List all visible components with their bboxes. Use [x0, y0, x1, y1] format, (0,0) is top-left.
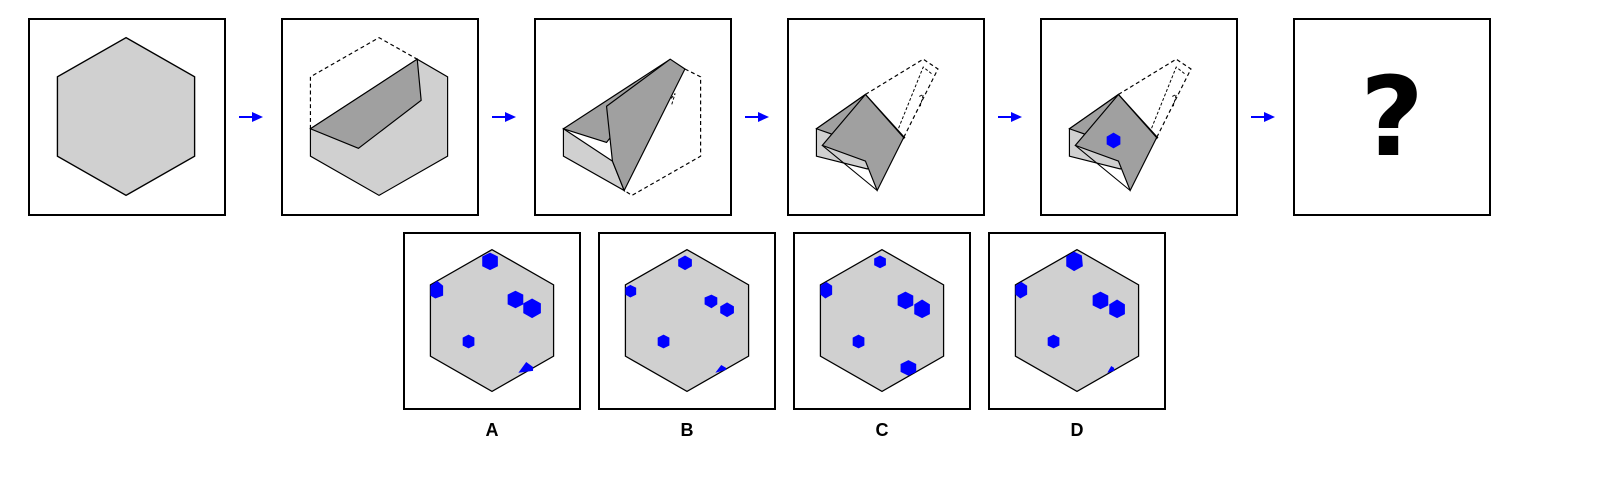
hexagon-hole-icon	[657, 334, 670, 349]
hexagon-hole-icon	[1066, 251, 1083, 272]
hexagon-hole-icon	[523, 298, 541, 319]
step-5-panel	[1040, 18, 1238, 216]
step-2-panel	[281, 18, 479, 216]
option-c-figure	[819, 248, 945, 393]
hexagon-hole-icon	[897, 291, 914, 310]
hexagon-paper	[429, 248, 555, 393]
option-a-figure	[429, 248, 555, 393]
hexagon-hole-icon	[720, 302, 734, 318]
hexagon-hole-icon	[914, 299, 930, 319]
question-mark: ?	[1360, 53, 1424, 181]
hexagon-hole-icon	[518, 362, 534, 373]
option-b-label: B	[680, 420, 694, 440]
hexagon-hole-icon	[820, 281, 833, 299]
hexagon-hole-icon	[715, 364, 727, 373]
right-arrow-icon	[491, 110, 517, 124]
right-arrow-icon	[744, 110, 770, 124]
hexagon-paper	[1014, 248, 1140, 393]
option-d-label: D	[1070, 420, 1084, 440]
hexagon-hole-icon	[678, 255, 692, 271]
hexagon-hole-icon	[900, 360, 917, 376]
hexagon-paper	[624, 248, 750, 393]
option-d-figure	[1014, 248, 1140, 393]
hexagon-hole-icon	[1107, 365, 1115, 373]
option-b-panel[interactable]	[598, 232, 776, 410]
folded-flap	[821, 93, 905, 192]
option-d-panel[interactable]	[988, 232, 1166, 410]
hexagon-paper	[56, 36, 196, 197]
hexagon-hole-icon	[430, 280, 444, 299]
original-outline-dashed	[865, 58, 939, 138]
fold-3-figure	[815, 58, 939, 192]
option-a-panel[interactable]	[403, 232, 581, 410]
original-outline-dashed	[309, 36, 418, 129]
hexagon-hole-icon	[874, 255, 886, 269]
original-outline-dashed-2	[1149, 66, 1187, 133]
original-outline-dashed-2	[896, 66, 934, 133]
right-arrow-icon	[1250, 110, 1276, 124]
hexagon-hole-icon	[1106, 132, 1121, 149]
step-1-panel	[28, 18, 226, 216]
hexagon-hole-icon	[1015, 281, 1028, 299]
answer-panel: ?	[1293, 18, 1491, 216]
fold-1-figure	[309, 36, 449, 197]
folded-flap	[605, 58, 686, 192]
hexagon-hole-icon	[1109, 299, 1125, 319]
original-outline-dashed	[623, 68, 702, 197]
hexagon-hole-icon	[462, 334, 475, 349]
hexagon-hole-icon	[1047, 334, 1060, 349]
hexagon-hole-icon	[704, 294, 718, 309]
original-outline-dashed	[1118, 58, 1192, 138]
hexagon-hole-icon	[1092, 291, 1109, 310]
right-arrow-icon	[997, 110, 1023, 124]
step-4-panel	[787, 18, 985, 216]
step-3-panel	[534, 18, 732, 216]
fold-2-figure	[562, 58, 702, 197]
option-a-label: A	[485, 420, 499, 440]
folded-flap	[309, 58, 422, 150]
inner-dashed	[919, 93, 924, 107]
punched-figure	[1068, 58, 1192, 192]
inner-dashed	[1172, 93, 1177, 107]
inner-dashed	[670, 93, 676, 107]
hexagon-paper	[819, 248, 945, 393]
hexagon-hole-icon	[482, 252, 498, 271]
right-arrow-icon	[238, 110, 264, 124]
option-b-figure	[624, 248, 750, 393]
hexagon-hole-icon	[507, 290, 524, 309]
hexagon-hole-icon	[852, 334, 865, 349]
hexagon-hole-icon	[625, 284, 637, 298]
option-c-label: C	[875, 420, 889, 440]
hexagon-paper-figure	[56, 36, 196, 197]
option-c-panel[interactable]	[793, 232, 971, 410]
